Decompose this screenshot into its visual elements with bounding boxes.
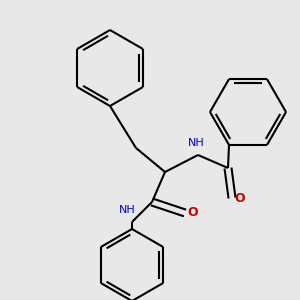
Text: O: O <box>188 206 198 220</box>
Text: NH: NH <box>118 205 135 215</box>
Text: O: O <box>235 191 245 205</box>
Text: NH: NH <box>188 138 204 148</box>
